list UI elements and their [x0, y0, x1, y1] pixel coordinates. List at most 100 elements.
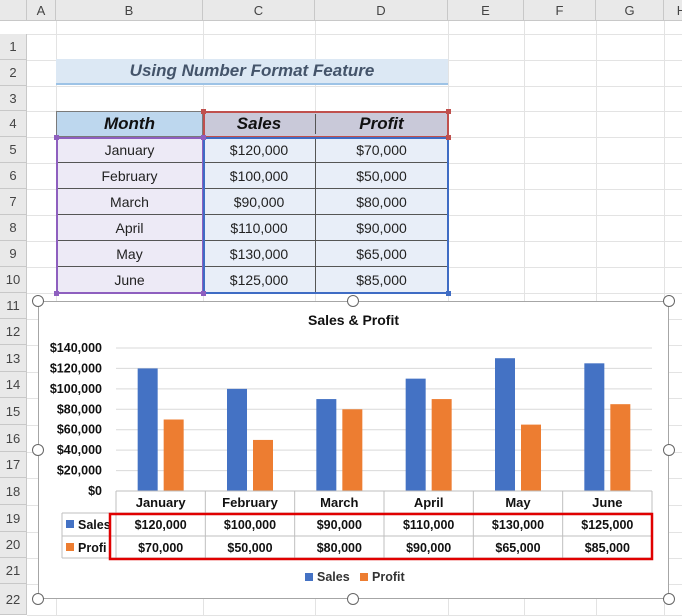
- bar-sales-june: [584, 363, 605, 491]
- y-tick-label: $140,000: [50, 341, 102, 355]
- datatable-value-sales: $125,000: [581, 518, 633, 532]
- x-category-label: June: [592, 495, 622, 510]
- table-header-bg: [56, 111, 203, 137]
- table-cell[interactable]: $120,000: [229, 142, 289, 158]
- table-cell[interactable]: February: [101, 168, 158, 184]
- header-divider: [315, 114, 316, 134]
- resize-handle[interactable]: [347, 593, 359, 605]
- row-header-21[interactable]: 21: [0, 558, 27, 584]
- column-header-c[interactable]: C: [203, 0, 315, 21]
- range-corner-handle[interactable]: [54, 291, 59, 296]
- datatable-value-sales: $100,000: [224, 518, 276, 532]
- range-corner-handle[interactable]: [201, 109, 206, 114]
- table-cell[interactable]: $80,000: [356, 194, 407, 210]
- range-corner-handle[interactable]: [54, 135, 59, 140]
- table-row-bg: [203, 241, 448, 267]
- table-cell[interactable]: $125,000: [229, 272, 289, 288]
- table-header-sales[interactable]: Sales: [236, 114, 282, 133]
- table-cell[interactable]: January: [104, 142, 155, 158]
- select-all-corner[interactable]: [0, 0, 27, 21]
- table-row-bg: [56, 215, 203, 241]
- table-cell[interactable]: $110,000: [230, 220, 288, 236]
- table-cell[interactable]: May: [116, 246, 143, 262]
- table-cell[interactable]: $50,000: [356, 168, 407, 184]
- resize-handle[interactable]: [663, 593, 675, 605]
- resize-handle[interactable]: [32, 444, 44, 456]
- row-header-14[interactable]: 14: [0, 372, 27, 398]
- column-header-a[interactable]: A: [27, 0, 56, 21]
- y-tick-label: $0: [88, 484, 102, 498]
- bar-sales-march: [316, 399, 337, 491]
- column-header-e[interactable]: E: [448, 0, 524, 21]
- datatable-value-profit: $85,000: [585, 541, 630, 555]
- row-header-4[interactable]: 4: [0, 111, 27, 137]
- resize-handle[interactable]: [663, 295, 675, 307]
- row-header-13[interactable]: 13: [0, 345, 27, 372]
- y-tick-label: $60,000: [57, 423, 102, 437]
- row-header-19[interactable]: 19: [0, 505, 27, 532]
- table-cell[interactable]: $90,000: [356, 220, 407, 236]
- bar-profit-june: [610, 404, 631, 491]
- row-header-5[interactable]: 5: [0, 137, 27, 163]
- row-header-15[interactable]: 15: [0, 398, 27, 425]
- datatable-value-profit: $70,000: [138, 541, 183, 555]
- table-cell[interactable]: $70,000: [356, 142, 407, 158]
- row-header-18[interactable]: 18: [0, 478, 27, 505]
- range-corner-handle[interactable]: [201, 291, 206, 296]
- column-header-f[interactable]: F: [524, 0, 596, 21]
- bar-sales-january: [137, 368, 158, 491]
- table-header-profit[interactable]: Profit: [359, 114, 404, 133]
- y-tick-label: $40,000: [57, 443, 102, 457]
- row-header-6[interactable]: 6: [0, 163, 27, 189]
- row-header-8[interactable]: 8: [0, 215, 27, 241]
- range-corner-handle[interactable]: [446, 109, 451, 114]
- table-cell[interactable]: $65,000: [356, 246, 407, 262]
- table-cell[interactable]: March: [110, 194, 149, 210]
- table-cell[interactable]: April: [115, 220, 144, 236]
- column-header-h[interactable]: H: [664, 0, 682, 21]
- row-header-17[interactable]: 17: [0, 452, 27, 478]
- resize-handle[interactable]: [32, 593, 44, 605]
- table-row-bg: [203, 163, 448, 189]
- resize-handle[interactable]: [663, 444, 675, 456]
- range-corner-handle[interactable]: [446, 135, 451, 140]
- row-header-12[interactable]: 12: [0, 319, 27, 345]
- range-border-values: [203, 137, 449, 294]
- row-header-11[interactable]: 11: [0, 293, 27, 319]
- legend-label-profit: Profit: [372, 570, 405, 584]
- resize-handle[interactable]: [32, 295, 44, 307]
- row-header-16[interactable]: 16: [0, 425, 27, 452]
- table-cell[interactable]: $130,000: [229, 246, 289, 262]
- column-header-g[interactable]: G: [596, 0, 664, 21]
- row-header-7[interactable]: 7: [0, 189, 27, 215]
- row-header-10[interactable]: 10: [0, 267, 27, 293]
- grid-row-line: [27, 86, 682, 87]
- table-cell[interactable]: $90,000: [233, 194, 285, 210]
- x-category-label: March: [320, 495, 358, 510]
- row-header-9[interactable]: 9: [0, 241, 27, 267]
- datatable-series-label: Sales: [78, 518, 111, 532]
- x-category-label: April: [414, 495, 444, 510]
- bar-sales-may: [495, 358, 515, 491]
- table-cell[interactable]: June: [114, 272, 145, 288]
- column-header-d[interactable]: D: [315, 0, 448, 21]
- row-header-2[interactable]: 2: [0, 60, 27, 86]
- table-header-bg: [203, 111, 448, 137]
- table-row-bg: [203, 215, 448, 241]
- table-row-bg: [56, 189, 203, 215]
- x-category-label: May: [505, 495, 531, 510]
- resize-handle[interactable]: [347, 295, 359, 307]
- range-corner-handle[interactable]: [446, 291, 451, 296]
- row-header-1[interactable]: 1: [0, 34, 27, 60]
- table-cell[interactable]: $85,000: [356, 272, 407, 288]
- range-corner-handle[interactable]: [201, 135, 206, 140]
- column-header-b[interactable]: B: [56, 0, 203, 21]
- table-row-bg: [56, 241, 203, 267]
- table-cell[interactable]: $100,000: [229, 168, 289, 184]
- table-header-month[interactable]: Month: [104, 114, 155, 133]
- bar-sales-april: [405, 378, 426, 491]
- row-header-20[interactable]: 20: [0, 532, 27, 558]
- legend-swatch-profit: [360, 573, 368, 581]
- row-header-3[interactable]: 3: [0, 86, 27, 111]
- sheet-title[interactable]: Using Number Format Feature: [56, 59, 448, 85]
